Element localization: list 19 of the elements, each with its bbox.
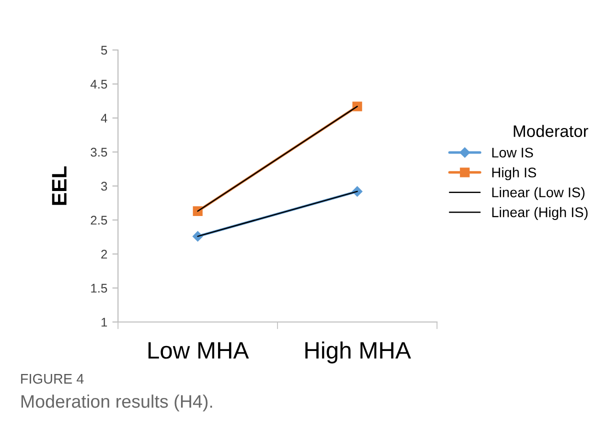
- y-tick-label: 4.5: [90, 80, 108, 89]
- y-tick-label: 2.5: [90, 216, 108, 225]
- x-tick-label: High MHA: [305, 341, 411, 364]
- legend-label: High IS: [492, 167, 536, 180]
- y-tick-label: 4: [100, 114, 108, 123]
- caption: FIGURE 4: [21, 374, 84, 384]
- legend-title: Moderator: [514, 124, 588, 138]
- legend-label: Low IS: [492, 148, 533, 158]
- y-tick-label: 3: [101, 182, 108, 191]
- y-tick-label: 5: [101, 46, 108, 55]
- legend-label: Linear (Low IS): [492, 187, 584, 200]
- x-tick-label: Low MHA: [148, 342, 249, 359]
- y-tick-label: 3.5: [90, 148, 108, 157]
- y-tick-label: 2: [101, 250, 107, 259]
- y-tick-label: 1.5: [91, 284, 108, 293]
- text: Moderation results (H4).: [21, 394, 212, 412]
- legend-label: Linear (High IS): [492, 207, 588, 220]
- y-axis-title: EEL: [52, 166, 66, 205]
- y-tick-label: 1: [102, 318, 107, 327]
